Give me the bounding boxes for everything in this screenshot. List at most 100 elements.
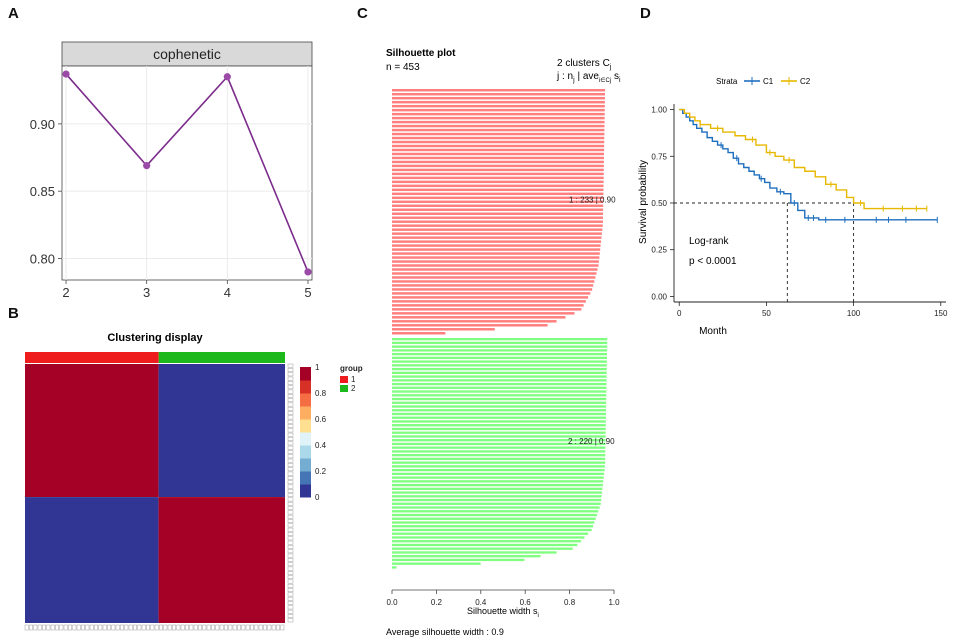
silhouette-bar <box>392 244 601 247</box>
silhouette-bar <box>392 212 604 215</box>
silhouette-bar <box>392 468 605 472</box>
colorbar-tick-label: 0.8 <box>315 389 327 398</box>
strata-legend-title: Strata <box>716 77 738 86</box>
silhouette-bar <box>392 555 541 558</box>
col-label-marker <box>72 624 77 631</box>
row-label-marker <box>287 385 294 390</box>
survival-ytick-label: 0.75 <box>651 152 667 161</box>
silhouette-bar <box>392 386 607 389</box>
row-label-marker <box>287 394 294 398</box>
silhouette-bar <box>392 228 603 231</box>
silhouette-bar <box>392 248 601 251</box>
row-label-marker <box>287 579 294 584</box>
colorbar-swatch <box>300 445 311 459</box>
col-label-marker <box>154 624 159 631</box>
col-label-marker <box>46 624 51 631</box>
row-label-marker <box>287 609 294 614</box>
row-label-marker <box>287 432 294 437</box>
facet-strip <box>61 41 313 67</box>
col-label-marker <box>42 624 46 631</box>
silhouette-bar <box>392 288 593 291</box>
col-label-marker <box>59 624 64 631</box>
col-label-marker <box>63 624 68 631</box>
consensus-block-1-2 <box>158 364 285 498</box>
row-label-marker <box>287 562 294 567</box>
col-label-marker <box>137 624 142 631</box>
silhouette-bar <box>392 341 608 345</box>
plot-area <box>61 65 313 281</box>
col-label-marker <box>267 624 272 631</box>
survival-xtick-label: 100 <box>847 309 861 318</box>
silhouette-bar <box>392 256 600 259</box>
row-label-marker <box>287 445 294 450</box>
silhouette-bar <box>392 184 604 188</box>
cophenetic-point <box>223 73 231 81</box>
a-ytick-label: 0.85 <box>30 184 55 199</box>
row-label-marker <box>287 588 294 592</box>
silhouette-bar <box>392 352 608 356</box>
silhouette-bar <box>392 252 600 255</box>
row-label-marker <box>287 450 294 454</box>
row-label-marker <box>287 614 294 618</box>
row-label-marker <box>287 406 294 411</box>
km-curve-c1 <box>679 108 938 221</box>
row-label-marker <box>287 527 294 532</box>
a-xtick-label: 3 <box>143 285 150 300</box>
silhouette-bar <box>392 454 606 457</box>
row-label-marker <box>287 532 294 536</box>
row-label-marker <box>287 376 294 381</box>
silhouette-bar <box>392 100 605 104</box>
row-label-marker <box>287 381 294 385</box>
silhouette-bar <box>392 390 607 393</box>
silhouette-bar <box>392 517 596 520</box>
col-label-marker <box>263 624 267 631</box>
colorbar-swatch <box>300 458 311 472</box>
silhouette-bar <box>392 220 603 223</box>
row-label-marker <box>287 415 294 420</box>
silhouette-bar <box>392 427 606 431</box>
silhouette-bar <box>392 116 605 120</box>
col-label-marker <box>81 624 85 631</box>
col-label-marker <box>237 624 241 631</box>
row-label-marker <box>287 553 294 558</box>
silhouette-bar <box>392 280 595 283</box>
col-label-marker <box>85 624 90 631</box>
row-label-marker <box>287 501 294 506</box>
colorbar-swatch <box>300 432 311 446</box>
silhouette-bar <box>392 96 605 100</box>
silhouette-bar <box>392 465 605 468</box>
silhouette-bar <box>392 487 603 490</box>
silhouette-bar <box>392 513 597 517</box>
col-label-marker <box>159 624 163 631</box>
col-label-marker <box>211 624 215 631</box>
facet-title: cophenetic <box>153 46 221 62</box>
row-label-marker <box>287 514 294 519</box>
col-label-marker <box>254 624 259 631</box>
colorbar-swatch <box>300 393 311 407</box>
silhouette-bar <box>392 124 605 128</box>
col-label-marker <box>89 624 94 631</box>
silhouette-bar <box>392 420 606 423</box>
silhouette-bar <box>392 232 602 235</box>
group-legend-label-1: 1 <box>351 375 356 384</box>
col-label-marker <box>76 624 81 631</box>
row-label-marker <box>287 571 294 575</box>
survival-ylabel: Survival probability <box>638 160 649 244</box>
silhouette-bar <box>392 547 573 550</box>
silhouette-header-1: 2 clusters Cj <box>557 58 612 71</box>
silhouette-title: Silhouette plot <box>386 48 456 59</box>
silhouette-bar <box>392 112 605 116</box>
silhouette-bar <box>392 562 481 565</box>
silhouette-bar <box>392 364 607 367</box>
consensus-block-2-2 <box>158 497 285 623</box>
silhouette-header-2: j : nj | avei∈Cj si <box>556 71 621 84</box>
silhouette-bar <box>392 324 548 327</box>
silhouette-bar <box>392 394 607 397</box>
silhouette-bar <box>392 264 599 267</box>
row-label-marker <box>287 372 294 377</box>
silhouette-bar <box>392 108 605 112</box>
row-label-marker <box>287 398 294 403</box>
row-label-marker <box>287 523 294 528</box>
silhouette-bar <box>392 397 607 401</box>
